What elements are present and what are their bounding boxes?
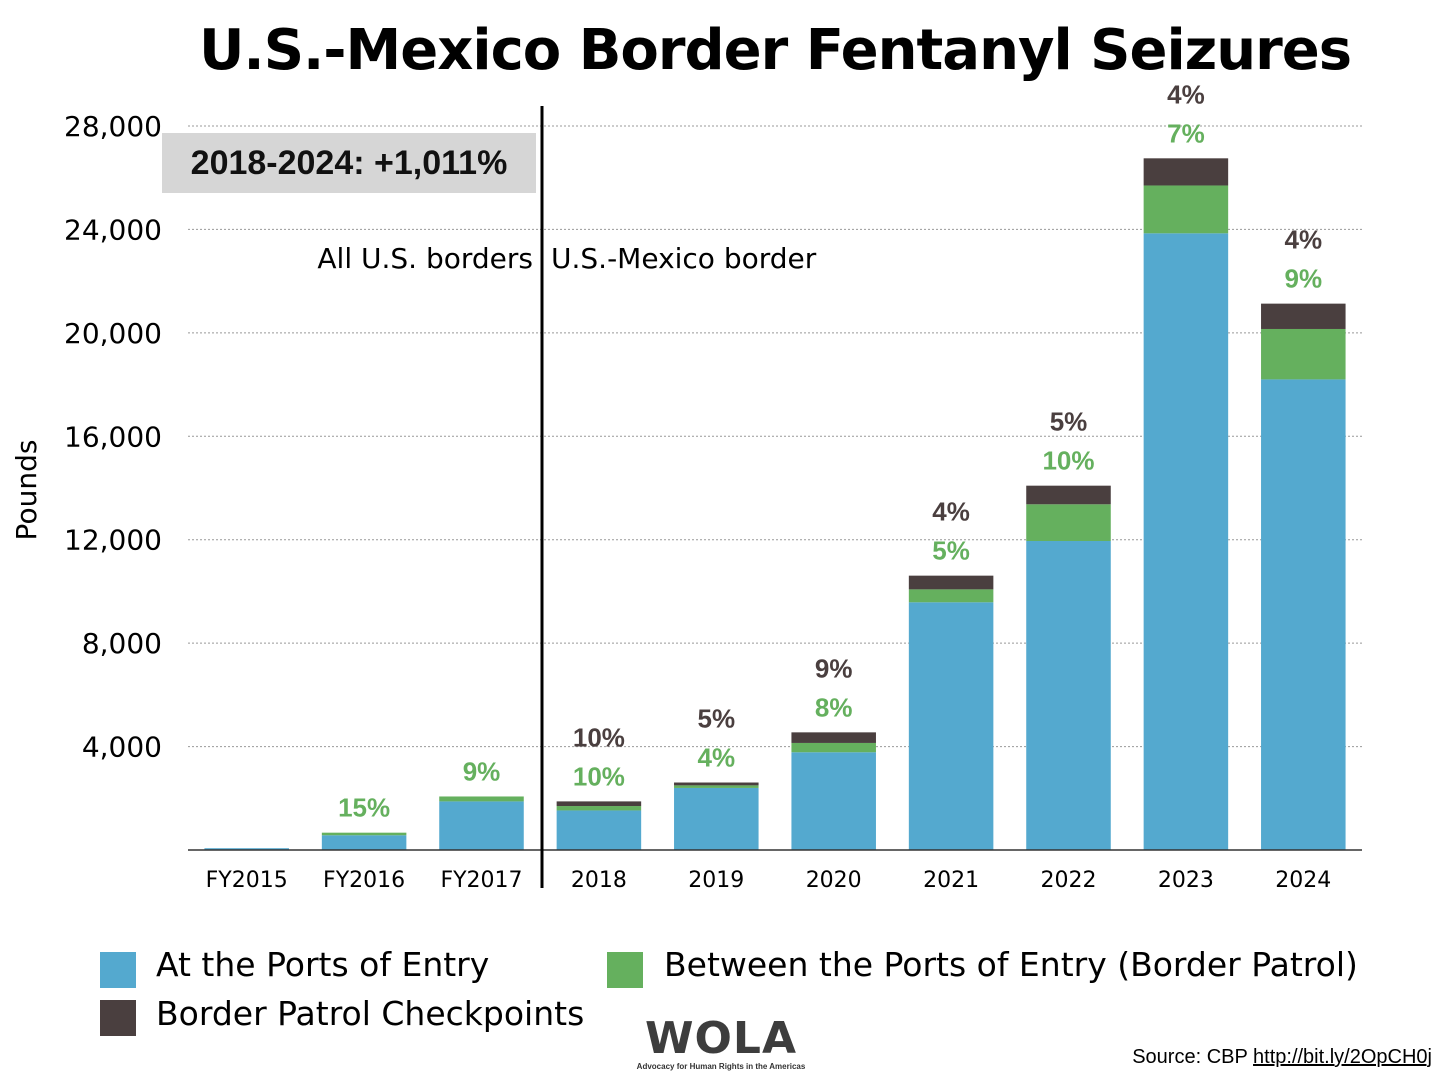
y-tick-label: 28,000 <box>64 110 162 143</box>
legend-item-checkpoints: Border Patrol Checkpoints <box>156 994 585 1033</box>
y-axis-ticks: 4,000 8,000 12,000 16,000 20,000 24,000 28,000 <box>64 110 162 764</box>
bar-segment-checkpoints <box>674 782 759 786</box>
growth-annotation-box <box>162 133 536 193</box>
bar-segment-ports <box>908 602 994 850</box>
bar-segment-ports <box>321 835 407 850</box>
data-label-between-ports: 10% <box>1042 446 1094 476</box>
region-label-all-borders: All U.S. borders <box>317 242 533 275</box>
data-label-between-ports: 9% <box>463 756 501 786</box>
y-tick-label: 8,000 <box>82 627 162 660</box>
x-axis-ticks: FY2015 FY2016 FY2017 2018 2019 2020 2021 2022 20… <box>206 868 1332 893</box>
data-label-checkpoints: 9% <box>815 653 853 683</box>
bar-segment-checkpoints <box>556 801 642 807</box>
x-tick-label: 2023 <box>1158 868 1214 893</box>
x-tick-label: 2022 <box>1041 868 1097 893</box>
legend-item-between-ports: Between the Ports of Entry (Border Patro… <box>664 945 1358 984</box>
bar-segment-between-ports <box>674 785 759 788</box>
bar-segment-between-ports <box>1261 328 1346 380</box>
bar-segment-checkpoints <box>791 732 876 743</box>
bar-segment-ports <box>1261 379 1346 850</box>
bar-segment-ports <box>1026 541 1111 850</box>
y-tick-label: 12,000 <box>64 524 162 557</box>
region-label-mexico-border: U.S.-Mexico border <box>551 242 817 275</box>
y-tick-label: 4,000 <box>82 731 162 764</box>
bar-segment-between-ports <box>908 589 994 603</box>
page-title: U.S.-Mexico Border Fentanyl Seizures <box>198 18 1352 83</box>
data-label-checkpoints: 4% <box>1285 225 1323 255</box>
bar-segment-between-ports <box>1143 185 1229 234</box>
data-label-checkpoints: 4% <box>932 497 970 527</box>
bar-segment-checkpoints <box>908 575 994 590</box>
y-axis-label: Pounds <box>10 440 43 541</box>
x-tick-label: 2024 <box>1275 868 1331 893</box>
x-tick-label: 2019 <box>688 868 744 893</box>
y-tick-label: 20,000 <box>64 317 162 350</box>
x-tick-label: 2021 <box>923 868 979 893</box>
data-label-checkpoints: 5% <box>698 704 736 734</box>
data-label-between-ports: 9% <box>1285 264 1323 294</box>
data-label-checkpoints: 4% <box>1167 79 1205 109</box>
y-tick-label: 24,000 <box>64 213 162 246</box>
wola-logo: WOLA Advocacy for Human Rights in the Am… <box>636 1016 806 1080</box>
bar-segment-between-ports <box>791 742 876 753</box>
data-label-checkpoints: 5% <box>1050 407 1088 437</box>
x-tick-label: 2018 <box>571 868 627 893</box>
bar-segment-checkpoints <box>1143 158 1229 186</box>
legend-swatch-checkpoints <box>100 1000 136 1036</box>
y-tick-label: 16,000 <box>64 420 162 453</box>
bar-segment-ports <box>791 752 876 850</box>
data-labels: 15% 9% 10% 10% 4% 5% 8% 9% 5% 4% 10% 5% 7% 4% 9% 4% <box>338 79 1322 822</box>
bar-segment-ports <box>439 801 524 850</box>
data-label-between-ports: 4% <box>698 743 736 773</box>
legend-item-ports: At the Ports of Entry <box>156 945 490 984</box>
bar-segment-ports <box>556 810 642 850</box>
legend-swatch-between-ports <box>607 952 643 988</box>
source-note: Source: CBP http://bit.ly/2OpCH0j <box>1132 1046 1432 1069</box>
bar-segment-between-ports <box>439 796 524 802</box>
bar-segment-between-ports <box>321 832 407 836</box>
data-label-between-ports: 5% <box>932 536 970 566</box>
x-tick-label: 2020 <box>806 868 862 893</box>
growth-annotation: 2018-2024: +1,011% <box>191 144 508 182</box>
source-prefix: Source: CBP <box>1132 1046 1248 1068</box>
bars <box>204 158 1346 851</box>
data-label-between-ports: 7% <box>1167 118 1205 148</box>
bar-segment-between-ports <box>1026 504 1111 542</box>
bar-segment-between-ports <box>556 806 642 811</box>
bar-segment-checkpoints <box>1026 485 1111 505</box>
data-label-checkpoints: 10% <box>573 722 625 752</box>
x-tick-label: FY2017 <box>440 868 522 893</box>
source-link[interactable]: http://bit.ly/2OpCH0j <box>1253 1046 1432 1068</box>
data-label-between-ports: 10% <box>573 761 625 791</box>
data-label-between-ports: 8% <box>815 692 853 722</box>
bar-segment-ports <box>674 787 759 850</box>
bar-segment-ports <box>1143 233 1229 851</box>
data-label-between-ports: 15% <box>338 793 390 823</box>
bar-segment-checkpoints <box>1261 303 1346 329</box>
logo-tagline: Advocacy for Human Rights in the America… <box>636 1062 806 1071</box>
x-tick-label: FY2016 <box>323 868 405 893</box>
x-tick-label: FY2015 <box>206 868 288 893</box>
logo-wordmark: WOLA <box>644 1013 798 1064</box>
bar-segment-ports <box>204 848 289 850</box>
legend-swatch-ports <box>100 952 136 988</box>
